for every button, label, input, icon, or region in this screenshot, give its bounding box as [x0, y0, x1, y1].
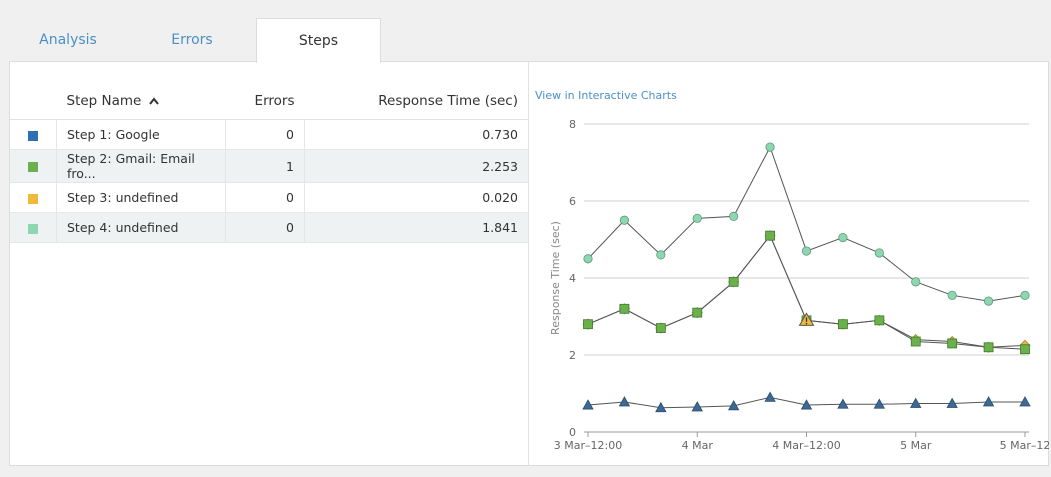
data-point [874, 315, 885, 326]
data-point [765, 230, 775, 241]
data-point [910, 336, 921, 347]
data-point [1020, 290, 1030, 300]
tab-bar: Analysis Errors Steps [0, 0, 1051, 63]
data-point [583, 319, 593, 330]
series-color-swatch [28, 130, 38, 141]
steps-table-container: Step Name Errors Response Time (sec) Ste… [10, 82, 528, 243]
errors-header-label: Errors [254, 92, 295, 109]
response-time-header-label: Response Time (sec) [378, 92, 518, 109]
data-point [619, 303, 630, 314]
chart-container: View in Interactive Charts 0 2 4 6 8 3 Mar–12… [528, 62, 1050, 465]
data-point [801, 246, 812, 256]
x-tick-label: 5 Mar [900, 439, 932, 452]
response-time-cell: 1.841 [304, 212, 528, 243]
data-point [691, 401, 703, 412]
errors-cell: 1 [225, 149, 305, 183]
x-tick-label: 4 Mar–12:00 [772, 439, 840, 452]
response-time-header[interactable]: Response Time (sec) [304, 82, 528, 120]
data-point [727, 399, 740, 411]
data-point [1019, 396, 1031, 407]
data-point [765, 142, 775, 152]
y-tick-label: 4 [569, 272, 576, 285]
data-point [983, 296, 994, 306]
step-name-header-label: Step Name [66, 92, 142, 109]
data-point [692, 307, 703, 318]
errors-cell: 0 [225, 119, 305, 150]
table-row[interactable]: Step 3: undefined 0 0.020 [10, 182, 528, 213]
y-axis-label: Response Time (sec) [549, 221, 562, 335]
response-time-cell: 2.253 [304, 149, 528, 183]
data-point [837, 398, 849, 409]
response-time-chart: 0 2 4 6 8 3 Mar–12:00 4 Mar 4 Mar–12:00 5 Mar 5 M… [549, 118, 1050, 452]
errors-header[interactable]: Errors [225, 82, 305, 120]
table-header-row: Step Name Errors Response Time (sec) [10, 82, 528, 120]
tab-steps-label: Steps [298, 33, 339, 49]
step-name-cell: Step 4: undefined [56, 212, 226, 243]
errors-cell: 0 [225, 182, 305, 213]
table-row[interactable]: Step 4: undefined 0 1.841 [10, 212, 528, 243]
swatch-cell [10, 212, 57, 243]
data-point [619, 215, 630, 225]
data-point [655, 323, 666, 333]
step-name-cell: Step 2: Gmail: Email fro... [56, 149, 226, 183]
series-color-swatch [28, 223, 38, 234]
table-row[interactable]: Step 1: Google 0 0.730 [10, 119, 528, 150]
x-tick-label: 5 Mar–12 [1000, 439, 1049, 452]
data-point [838, 319, 848, 330]
errors-cell: 0 [225, 212, 305, 243]
warning-dot [805, 322, 808, 325]
data-point [982, 396, 995, 407]
data-point [729, 211, 739, 221]
steps-table: Step Name Errors Response Time (sec) Ste… [10, 82, 528, 243]
data-point [838, 232, 848, 243]
x-tick-label: 4 Mar [682, 439, 714, 452]
y-tick-label: 2 [569, 349, 576, 362]
y-tick-label: 0 [569, 426, 576, 439]
tab-steps[interactable]: Steps [256, 18, 381, 63]
step-name-cell: Step 3: undefined [56, 182, 226, 213]
response-time-cell: 0.020 [304, 182, 528, 213]
table-row[interactable]: Step 2: Gmail: Email fro... 1 2.253 [10, 149, 528, 183]
tab-analysis-label: Analysis [39, 32, 97, 48]
interactive-charts-link[interactable]: View in Interactive Charts [535, 89, 677, 102]
data-point [656, 250, 666, 260]
tab-errors[interactable]: Errors [124, 18, 260, 62]
data-point [800, 399, 813, 410]
steps-panel: Step Name Errors Response Time (sec) Ste… [9, 61, 1050, 466]
step-name-cell: Step 1: Google [56, 119, 226, 150]
response-time-cell: 0.730 [304, 119, 528, 150]
data-point [618, 396, 631, 407]
y-tick-label: 6 [569, 195, 576, 208]
data-point [983, 342, 994, 353]
chevron-up-icon [148, 96, 159, 105]
data-point [874, 248, 884, 258]
data-point [946, 397, 958, 408]
data-point [764, 391, 776, 402]
swatch-cell [10, 182, 57, 213]
tab-errors-label: Errors [171, 32, 213, 48]
data-point [947, 290, 957, 300]
data-point [1020, 344, 1030, 355]
data-point [911, 277, 921, 287]
step-name-header[interactable]: Step Name [56, 82, 226, 120]
swatch-header [10, 82, 57, 120]
x-tick-label: 3 Mar–12:00 [554, 439, 622, 452]
data-point [873, 398, 886, 409]
series-color-swatch [28, 193, 38, 204]
series-color-swatch [28, 162, 38, 172]
data-point [728, 276, 739, 287]
data-point [583, 254, 593, 264]
data-point [655, 401, 667, 413]
data-point [947, 338, 958, 349]
data-point [582, 399, 594, 410]
warning-icon [798, 312, 815, 326]
swatch-cell [10, 119, 57, 150]
swatch-cell [10, 149, 57, 183]
tab-analysis[interactable]: Analysis [0, 18, 136, 62]
y-tick-label: 8 [569, 118, 576, 131]
data-point [692, 213, 702, 223]
data-point [910, 397, 922, 408]
